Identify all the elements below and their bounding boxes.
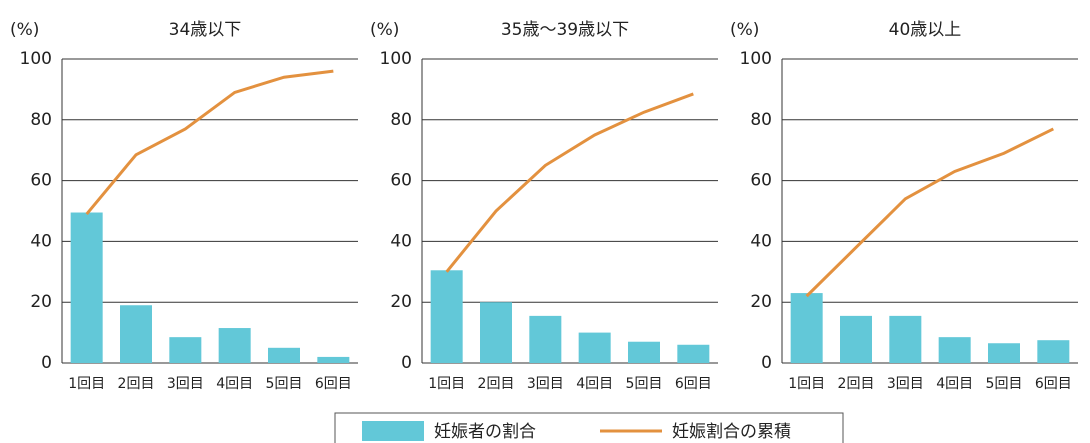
chart-title: 40歳以上 [889,20,962,40]
x-tick-label: 2回目 [838,376,875,392]
bar [169,337,202,363]
x-tick-label: 2回目 [478,376,515,392]
x-tick-label: 6回目 [315,376,352,392]
y-tick-label: 40 [750,231,772,251]
bar [628,341,660,363]
x-tick-label: 5回目 [266,376,303,392]
y-axis-label: (%) [730,20,759,40]
y-tick-label: 20 [30,292,52,312]
bar [578,332,611,363]
legend-label: 妊娠者の割合 [434,422,536,442]
x-tick-label: 4回目 [936,376,973,392]
line [805,127,1054,298]
x-tick-label: 6回目 [1035,376,1072,392]
x-tick-label: 1回目 [788,376,825,392]
bar [677,344,710,363]
bar [840,315,872,363]
x-tick-label: 1回目 [68,376,105,392]
y-tick-label: 20 [750,292,772,312]
y-tick-label: 100 [20,49,52,69]
bar [120,305,152,363]
y-tick-label: 0 [401,353,412,373]
x-tick-label: 3回目 [527,376,564,392]
bar [430,270,463,363]
y-tick-label: 0 [41,353,52,373]
y-axis-label: (%) [370,20,399,40]
y-tick-label: 60 [390,171,412,191]
bar [529,315,562,363]
x-tick-label: 5回目 [626,376,663,392]
bar [889,315,922,363]
y-tick-label: 0 [761,353,772,373]
line [445,92,694,273]
x-tick-label: 4回目 [216,376,253,392]
bar [1037,340,1070,363]
x-tick-label: 2回目 [118,376,155,392]
x-tick-label: 5回目 [986,376,1023,392]
bar [480,302,512,363]
x-tick-label: 1回目 [428,376,465,392]
y-tick-label: 80 [750,110,772,130]
legend-swatch [362,421,424,441]
bar [790,293,823,363]
chart-title: 34歳以下 [169,20,242,40]
bar [317,356,350,363]
y-tick-label: 100 [380,49,412,69]
x-tick-label: 3回目 [167,376,204,392]
y-tick-label: 80 [390,110,412,130]
y-tick-label: 40 [30,231,52,251]
bar [70,212,103,363]
line [85,69,334,215]
bar [218,328,251,363]
y-tick-label: 100 [740,49,772,69]
chart-title: 35歳～39歳以下 [501,20,629,40]
y-axis-label: (%) [10,20,39,40]
y-tick-label: 40 [390,231,412,251]
bar [938,337,971,363]
x-tick-label: 4回目 [576,376,613,392]
bar [988,343,1020,363]
x-tick-label: 3回目 [887,376,924,392]
legend-label: 妊娠割合の累積 [672,422,791,442]
x-tick-label: 6回目 [675,376,712,392]
y-tick-label: 60 [750,171,772,191]
bar [268,347,300,363]
y-tick-label: 60 [30,171,52,191]
y-tick-label: 20 [390,292,412,312]
y-tick-label: 80 [30,110,52,130]
